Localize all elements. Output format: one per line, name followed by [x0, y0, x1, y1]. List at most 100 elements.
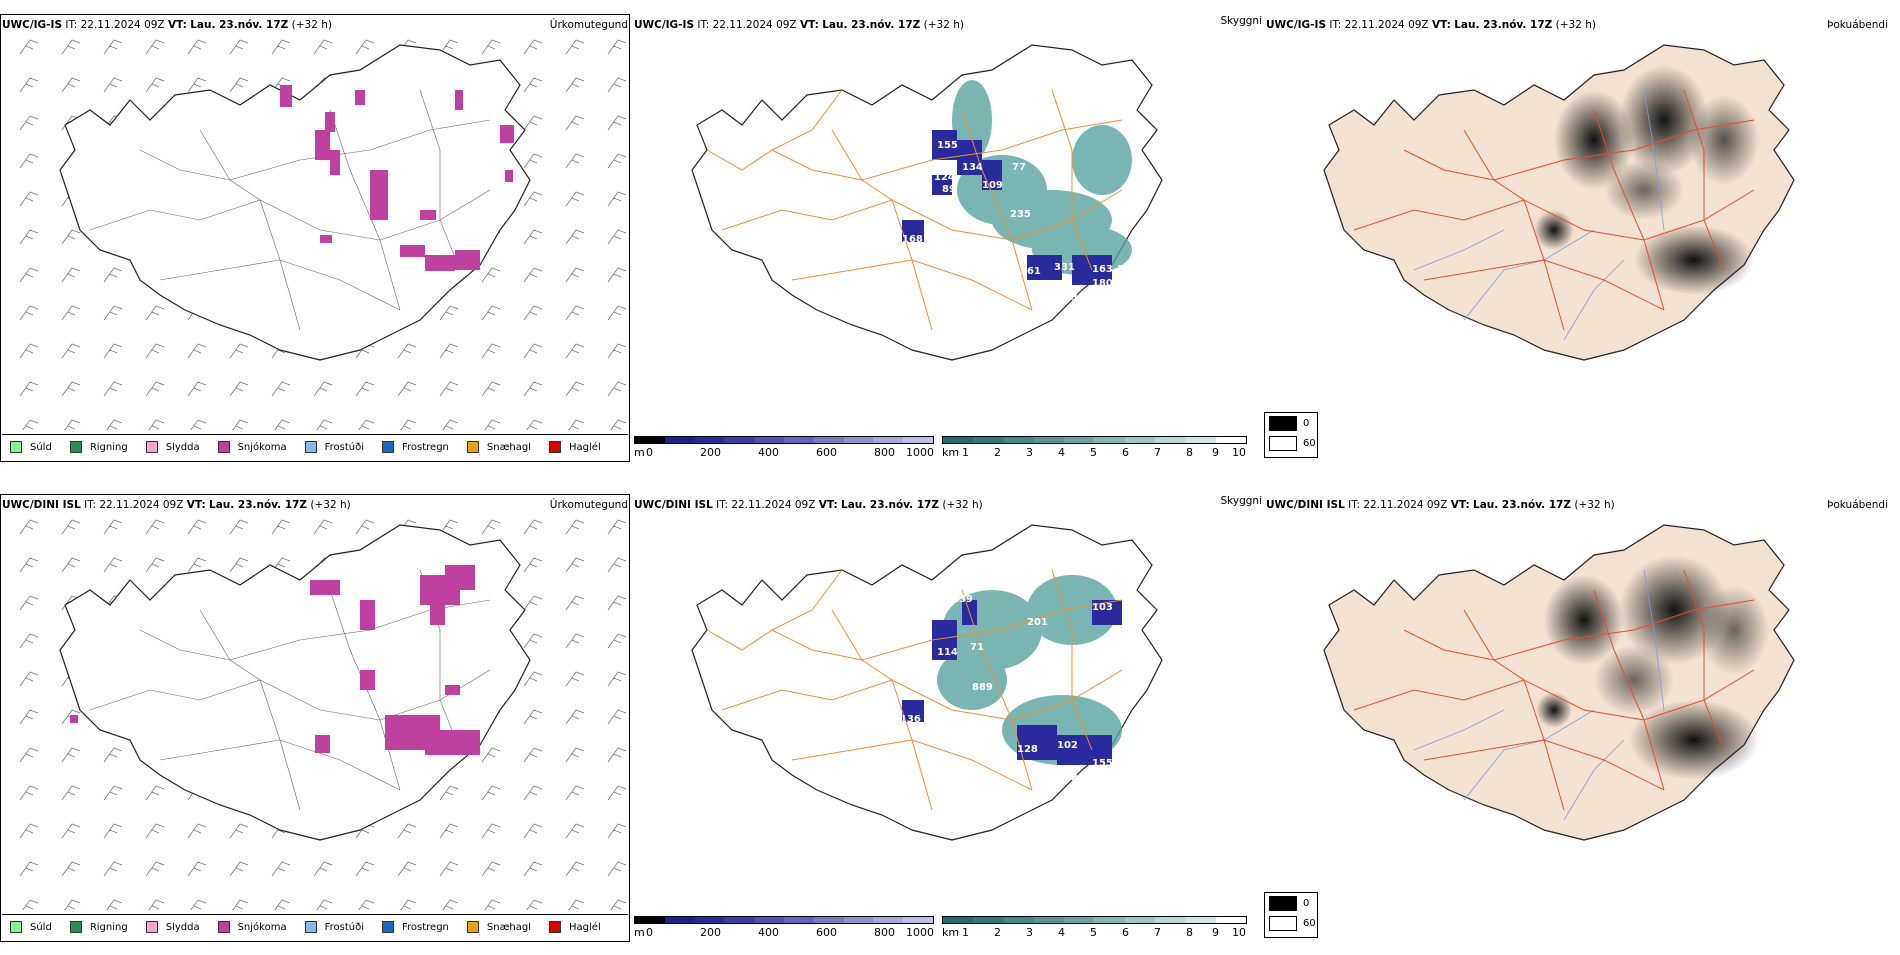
wind-barb	[610, 419, 627, 430]
fog-map	[1323, 44, 1795, 361]
wind-barb	[19, 671, 39, 687]
value-label: 889	[972, 682, 993, 693]
legend-label: Rigning	[89, 441, 128, 453]
wind-barb	[190, 419, 207, 430]
wind-barb	[607, 595, 627, 611]
legend-item: Frostregn	[382, 441, 449, 453]
tick-label: 800	[874, 926, 895, 939]
visibility-panel: UWC/IG-IS IT: 22.11.2024 09Z VT: Lau. 23…	[632, 0, 1264, 470]
fog-fields	[1536, 555, 1769, 780]
wind-barb	[103, 785, 123, 801]
iceland-outline	[59, 44, 531, 361]
wind-barb	[19, 115, 39, 131]
legend-label: Haglél	[569, 441, 601, 453]
vt-label: VT:	[186, 499, 206, 511]
tick-label: 800	[874, 446, 895, 459]
wind-barb	[61, 823, 81, 839]
wind-barb	[607, 115, 627, 131]
fog-legend: 0 60	[1264, 412, 1318, 458]
wind-barb	[19, 519, 39, 535]
wind-barb	[355, 861, 375, 877]
legend-label: Frostregn	[402, 441, 449, 453]
legend-label: Súld	[30, 921, 52, 933]
wind-barb	[481, 343, 501, 359]
wind-barb	[523, 191, 543, 207]
it-label: IT:	[716, 499, 729, 511]
vt-value: Lau. 23.nóv. 17Z	[1473, 499, 1572, 511]
legend-swatch	[382, 921, 394, 933]
tick-label: 4	[1058, 446, 1065, 459]
value-label: 155	[1092, 758, 1113, 769]
value-label: 71	[970, 642, 984, 653]
wind-barb	[481, 305, 501, 321]
visibility-map: 155 124 89 134 109 77 235 168 161 331 16…	[691, 44, 1163, 361]
legend-item: Rigning	[69, 921, 128, 933]
wind-barb	[481, 747, 501, 763]
wind-barb	[607, 671, 627, 687]
legend-label: Snæhagl	[486, 441, 532, 453]
wind-barb	[484, 419, 501, 430]
wind-barb	[19, 305, 39, 321]
wind-barb	[523, 709, 543, 725]
tick-label: 10	[1232, 446, 1246, 459]
wind-barb	[565, 785, 585, 801]
vt-label: VT:	[167, 19, 187, 31]
wind-barb	[523, 77, 543, 93]
legend-label: Rigning	[89, 921, 128, 933]
wind-barb	[187, 381, 207, 397]
visibility-unit: km	[942, 446, 960, 459]
wind-barb	[397, 861, 417, 877]
panel-header: UWC/IG-IS IT: 22.11.2024 09Z VT: Lau. 23…	[2, 19, 332, 31]
panel-title: Úrkomutegund	[549, 499, 628, 511]
legend-item: Snjókoma	[217, 441, 287, 453]
it-value: 22.11.2024 09Z	[80, 19, 165, 31]
wind-barb	[61, 305, 81, 321]
value-label: 103	[1092, 602, 1113, 613]
wind-barb	[145, 785, 165, 801]
wind-barb	[229, 823, 249, 839]
wind-barb	[19, 785, 39, 801]
wind-barb	[274, 899, 291, 910]
visibility-colorbar: km 1 2 3 4 5 6 7 8 9 10	[942, 436, 1252, 466]
tick-label: 4	[1058, 926, 1065, 939]
wind-barb	[565, 557, 585, 573]
legend-swatch	[10, 921, 22, 933]
wind-barb	[187, 519, 207, 535]
wind-barb	[439, 823, 459, 839]
panel-header: UWC/DINI ISL IT: 22.11.2024 09Z VT: Lau.…	[634, 499, 983, 511]
wind-barb	[103, 77, 123, 93]
iceland-outline	[59, 524, 531, 841]
tick-label: 10	[1232, 926, 1246, 939]
wind-barb	[523, 267, 543, 283]
fog-panel: UWC/DINI ISL IT: 22.11.2024 09Z VT: Lau.…	[1264, 480, 1900, 950]
wind-barb	[523, 671, 543, 687]
lead-time: (+32 h)	[291, 19, 332, 31]
wind-barb	[22, 899, 39, 910]
value-labels: 155 124 89 134 109 77 235 168 161 331 16…	[902, 140, 1138, 303]
wind-barb	[358, 419, 375, 430]
wind-barb	[523, 381, 543, 397]
wind-barb	[145, 557, 165, 573]
panel-title: Úrkomutegund	[549, 19, 628, 31]
wind-barb	[274, 419, 291, 430]
vt-value: Lau. 23.nóv. 17Z	[190, 19, 289, 31]
legend-item: Slydda	[145, 441, 200, 453]
wind-barb	[565, 191, 585, 207]
value-labels: 139 201 103 114 71 222 889 331 136 128 1…	[900, 594, 1131, 783]
tick-label: 8	[1186, 446, 1193, 459]
wind-barb	[61, 39, 81, 55]
tick-label: 2	[994, 446, 1001, 459]
visibility-map: 139 201 103 114 71 222 889 331 136 128 1…	[691, 524, 1163, 841]
wind-barb	[481, 267, 501, 283]
wind-barb	[145, 305, 165, 321]
iceland-outline	[691, 44, 1163, 361]
wind-barb	[271, 39, 291, 55]
legend-label: Snjókoma	[237, 441, 287, 453]
vt-label: VT:	[818, 499, 838, 511]
tick-label: 200	[700, 446, 721, 459]
wind-barb	[190, 899, 207, 910]
wind-barb	[565, 747, 585, 763]
legend-item: Haglél	[549, 441, 601, 453]
panel-header: UWC/IG-IS IT: 22.11.2024 09Z VT: Lau. 23…	[1266, 19, 1596, 31]
wind-barb	[610, 899, 627, 910]
